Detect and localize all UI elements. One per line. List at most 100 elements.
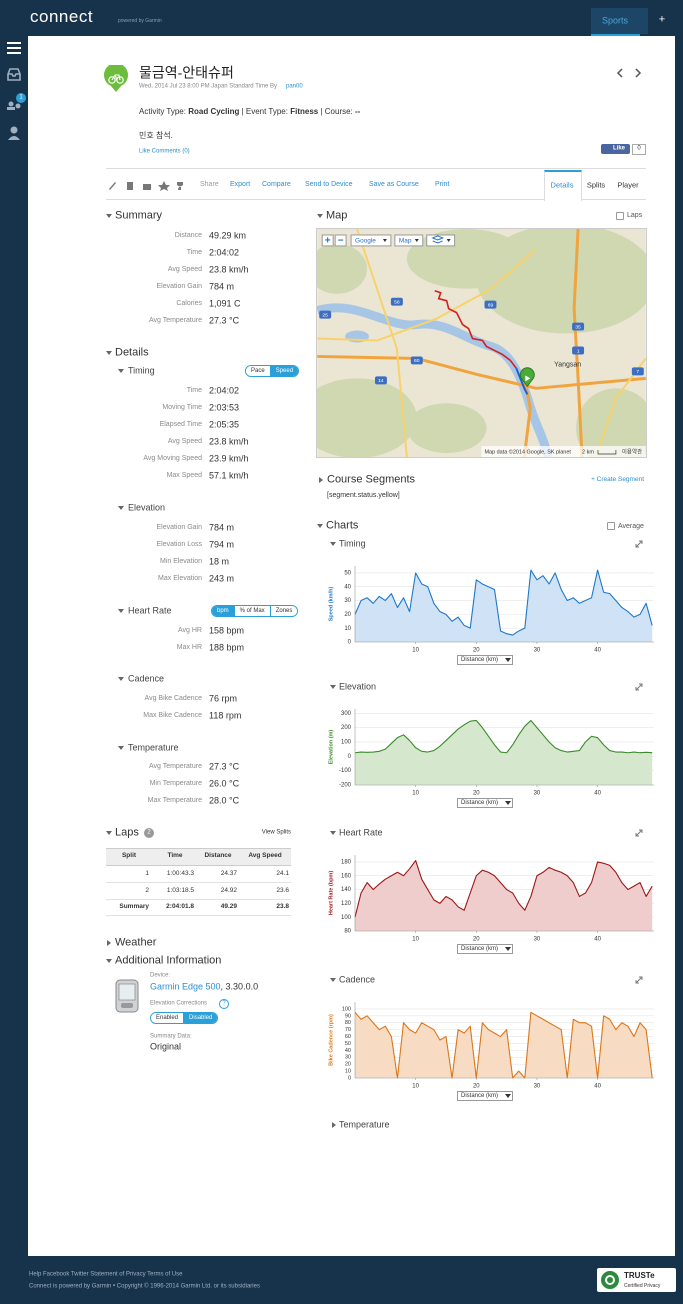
average-checkbox[interactable] [607,522,615,530]
dropdown-arrow[interactable] [505,658,511,662]
collapse-icon[interactable] [317,214,323,218]
x-axis-selector[interactable]: Distance (km) [456,1091,514,1101]
expand-button[interactable] [635,829,643,837]
laps-checkbox[interactable] [616,212,624,220]
zoom-in[interactable]: + [325,236,331,247]
x-axis-selector[interactable]: Distance (km) [456,798,514,808]
terms[interactable]: 이용약관 [622,447,642,455]
chart-title[interactable]: Heart Rate [339,827,383,838]
profile-icon[interactable] [8,126,20,141]
next-button[interactable] [635,68,642,78]
charts-title[interactable]: Charts [326,519,359,532]
sports-dropdown[interactable] [640,8,648,34]
collapse-icon[interactable] [330,542,336,546]
favorite-icon[interactable] [158,181,170,191]
sports-menu[interactable] [591,8,640,36]
expand-button[interactable] [635,683,643,691]
expand-button[interactable] [635,976,643,984]
collapse-icon[interactable] [118,677,124,681]
footer-links[interactable]: Help Facebook Twitter Statement of Priva… [29,1271,183,1278]
toggle-option[interactable]: Enabled [151,1013,184,1023]
trophy-icon[interactable] [177,182,183,190]
section-title[interactable]: Elevation [128,502,166,513]
x-axis-selector[interactable]: Distance (km) [456,655,514,665]
laps-checkbox-label[interactable]: Laps [627,211,643,219]
map[interactable]: + − Google Map 58 60 14 25 1 7 69 35 Yangsan Ma… [316,228,647,458]
collapse-icon[interactable] [118,609,124,613]
tab[interactable]: Splits [586,180,606,190]
section-title[interactable]: Heart Rate [128,605,172,616]
temperature-chart-title[interactable]: Temperature [339,1119,390,1130]
collapse-icon[interactable] [317,524,323,528]
map-controls[interactable] [321,234,456,247]
view-splits[interactable]: View Splits [261,829,291,836]
fb-like[interactable] [601,144,630,154]
like-comments[interactable]: Like Comments (0) [139,148,190,155]
toolbar-action[interactable]: Send to Device [305,180,353,188]
laps-title[interactable]: Laps [115,826,139,839]
x-axis-selector[interactable]: Distance (km) [456,944,514,954]
create-segment[interactable]: + Create Segment [591,476,644,484]
toggle-option[interactable]: Pace [246,366,270,376]
logo[interactable]: connect [30,6,94,26]
dropdown-arrow[interactable] [505,947,511,951]
edit-icon[interactable] [109,182,116,190]
collapse-icon[interactable] [106,351,112,355]
chart-title[interactable]: Timing [339,538,366,549]
gear-icon[interactable] [143,184,151,190]
dropdown-arrow[interactable] [505,801,511,805]
segments-title[interactable]: Course Segments [327,473,416,486]
delete-icon[interactable] [127,182,133,190]
weather-title[interactable]: Weather [115,936,157,949]
collapse-icon[interactable] [118,506,124,510]
average-label[interactable]: Average [618,522,644,530]
map-provider[interactable]: Google [355,238,376,245]
toggle-option[interactable]: Disabled [183,1013,218,1023]
toolbar-action[interactable]: Save as Course [369,180,419,188]
collapse-icon[interactable] [118,369,124,373]
toggle-option[interactable]: bpm [212,606,234,616]
collapse-icon[interactable] [330,978,336,982]
collapse-icon[interactable] [330,831,336,835]
help-mark[interactable]: ? [222,1000,226,1007]
fb-like-label[interactable]: Like [613,145,626,152]
additional-title[interactable]: Additional Information [115,954,222,967]
collapse-icon[interactable] [118,746,124,750]
zoom-out[interactable]: − [338,236,344,247]
menu-icon[interactable] [7,42,21,54]
tab[interactable]: Player [617,180,639,190]
toolbar-action[interactable]: Compare [262,180,291,188]
prev-button[interactable] [616,68,623,78]
collapse-icon[interactable] [106,831,112,835]
user-link[interactable]: pan00 [286,83,303,90]
section-title[interactable]: Timing [128,365,155,376]
expand-icon[interactable] [332,1122,336,1128]
expand-icon[interactable] [107,940,111,946]
add-button[interactable]: + [658,13,666,26]
section-title[interactable]: Cadence [128,673,165,684]
map-title[interactable]: Map [326,209,348,222]
collapse-icon[interactable] [106,959,112,963]
tab[interactable]: Details [550,180,574,190]
toolbar-action[interactable]: Share [200,180,219,188]
activity-user[interactable]: pan00 [286,83,303,90]
chart-title[interactable]: Elevation [339,681,377,692]
collapse-icon[interactable] [330,685,336,689]
help-icon[interactable] [219,999,229,1009]
toggle-option[interactable]: Zones [269,606,298,616]
map-type[interactable]: Map [399,238,412,245]
toggle-option[interactable]: % of Max [233,606,270,616]
chart-title[interactable]: Cadence [339,974,376,985]
dropdown-arrow[interactable] [505,1094,511,1098]
collapse-icon[interactable] [106,214,112,218]
toggle-option[interactable]: Speed [269,366,299,376]
expand-button[interactable] [635,540,643,548]
details-title[interactable]: Details [115,346,149,359]
connections-icon[interactable] [7,101,21,111]
expand-icon[interactable] [319,477,323,483]
toolbar-action[interactable]: Export [230,180,251,188]
summary-title[interactable]: Summary [115,209,163,222]
section-title[interactable]: Temperature [128,742,179,753]
toolbar-action[interactable]: Print [435,180,450,188]
sports-label[interactable]: Sports [601,15,629,26]
